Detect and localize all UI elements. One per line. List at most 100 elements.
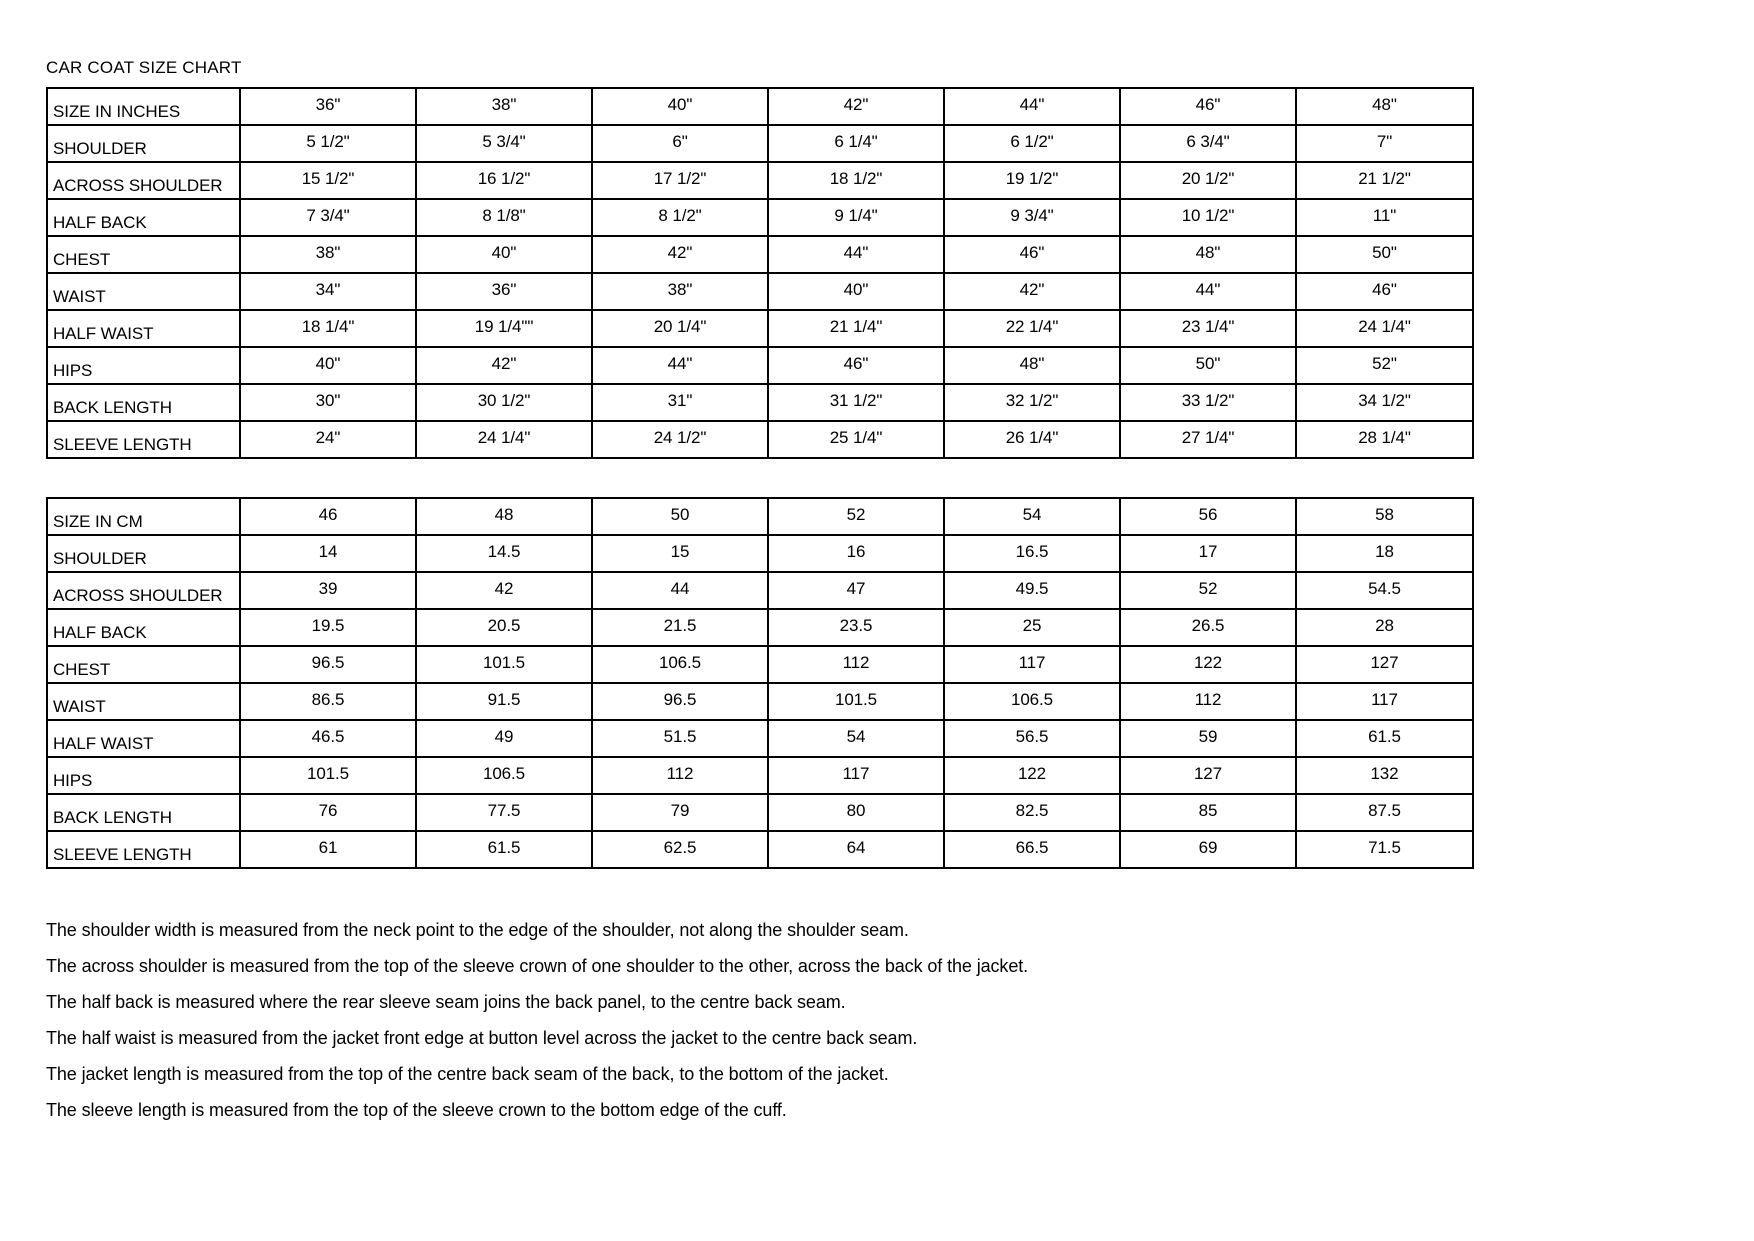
cell-value: 40" — [239, 346, 417, 385]
cell-value: 5 3/4" — [415, 124, 593, 163]
cell-value: 42" — [591, 235, 769, 274]
cell-value: 26.5 — [1119, 608, 1297, 647]
cell-value: 24 1/2" — [591, 420, 769, 459]
table-row: HIPS 40" 42" 44" 46" 48" 50" 52" — [46, 346, 1474, 385]
cell-value: 15 1/2" — [239, 161, 417, 200]
table-row: HALF BACK 7 3/4" 8 1/8" 8 1/2" 9 1/4" 9 3/4" 1… — [46, 198, 1474, 237]
cell-value: 8 1/2" — [591, 198, 769, 237]
cell-value: 58 — [1295, 497, 1474, 536]
cell-value: 61.5 — [1295, 719, 1474, 758]
cell-value: 112 — [767, 645, 945, 684]
cell-value: 10 1/2" — [1119, 198, 1297, 237]
table-header-row: SIZE IN CM 46 48 50 52 54 56 58 — [46, 497, 1474, 536]
row-label: SIZE IN INCHES — [46, 87, 241, 126]
cell-value: 77.5 — [415, 793, 593, 832]
cell-value: 34" — [239, 272, 417, 311]
cell-value: 101.5 — [767, 682, 945, 721]
cell-value: 11" — [1295, 198, 1474, 237]
cell-value: 101.5 — [239, 756, 417, 795]
cell-value: 5 1/2" — [239, 124, 417, 163]
cell-value: 46" — [1295, 272, 1474, 311]
row-label: CHEST — [46, 235, 241, 274]
cell-value: 96.5 — [591, 682, 769, 721]
table-row: CHEST 38" 40" 42" 44" 46" 48" 50" — [46, 235, 1474, 274]
cell-value: 42" — [415, 346, 593, 385]
cell-value: 61.5 — [415, 830, 593, 869]
cell-value: 117 — [767, 756, 945, 795]
cell-value: 16.5 — [943, 534, 1121, 573]
cell-value: 44" — [767, 235, 945, 274]
cell-value: 66.5 — [943, 830, 1121, 869]
cell-value: 122 — [1119, 645, 1297, 684]
cell-value: 7" — [1295, 124, 1474, 163]
table-row: ACROSS SHOULDER 15 1/2" 16 1/2" 17 1/2" 18 1… — [46, 161, 1474, 200]
cell-value: 19 1/4"" — [415, 309, 593, 348]
row-label: SLEEVE LENGTH — [46, 420, 241, 459]
cell-value: 28 1/4" — [1295, 420, 1474, 459]
cell-value: 6" — [591, 124, 769, 163]
row-label: SHOULDER — [46, 534, 241, 573]
cell-value: 117 — [943, 645, 1121, 684]
cell-value: 33 1/2" — [1119, 383, 1297, 422]
row-label: HIPS — [46, 346, 241, 385]
cell-value: 22 1/4" — [943, 309, 1121, 348]
cell-value: 86.5 — [239, 682, 417, 721]
cell-value: 52" — [1295, 346, 1474, 385]
table-row: WAIST 34" 36" 38" 40" 42" 44" 46" — [46, 272, 1474, 311]
cell-value: 39 — [239, 571, 417, 610]
row-label: HALF WAIST — [46, 719, 241, 758]
cell-value: 64 — [767, 830, 945, 869]
cell-value: 7 3/4" — [239, 198, 417, 237]
cell-value: 50" — [1119, 346, 1297, 385]
cell-value: 56.5 — [943, 719, 1121, 758]
cell-value: 127 — [1295, 645, 1474, 684]
cell-value: 96.5 — [239, 645, 417, 684]
table-row: ACROSS SHOULDER 39 42 44 47 49.5 52 54.5 — [46, 571, 1474, 610]
cell-value: 50 — [591, 497, 769, 536]
row-label: SLEEVE LENGTH — [46, 830, 241, 869]
cell-value: 112 — [591, 756, 769, 795]
cell-value: 9 1/4" — [767, 198, 945, 237]
cell-value: 122 — [943, 756, 1121, 795]
table-row: HIPS 101.5 106.5 112 117 122 127 132 — [46, 756, 1474, 795]
table-row: CHEST 96.5 101.5 106.5 112 117 122 127 — [46, 645, 1474, 684]
cell-value: 51.5 — [591, 719, 769, 758]
cell-value: 6 1/4" — [767, 124, 945, 163]
row-label: BACK LENGTH — [46, 383, 241, 422]
cell-value: 25 1/4" — [767, 420, 945, 459]
cell-value: 20 1/4" — [591, 309, 769, 348]
cell-value: 6 3/4" — [1119, 124, 1297, 163]
cell-value: 49 — [415, 719, 593, 758]
cell-value: 46" — [1119, 87, 1297, 126]
row-label: HIPS — [46, 756, 241, 795]
cell-value: 9 3/4" — [943, 198, 1121, 237]
cell-value: 46 — [239, 497, 417, 536]
cell-value: 28 — [1295, 608, 1474, 647]
cell-value: 54.5 — [1295, 571, 1474, 610]
cell-value: 19.5 — [239, 608, 417, 647]
cell-value: 36" — [415, 272, 593, 311]
cell-value: 48" — [943, 346, 1121, 385]
cell-value: 34 1/2" — [1295, 383, 1474, 422]
cell-value: 48 — [415, 497, 593, 536]
cell-value: 40" — [767, 272, 945, 311]
table-row: SLEEVE LENGTH 61 61.5 62.5 64 66.5 69 71.5 — [46, 830, 1474, 869]
cell-value: 48" — [1119, 235, 1297, 274]
row-label: ACROSS SHOULDER — [46, 571, 241, 610]
cell-value: 36" — [239, 87, 417, 126]
table-row: BACK LENGTH 30" 30 1/2" 31" 31 1/2" 32 1/2" 33… — [46, 383, 1474, 422]
cell-value: 44" — [591, 346, 769, 385]
cell-value: 44" — [943, 87, 1121, 126]
cell-value: 59 — [1119, 719, 1297, 758]
table-row: SHOULDER 14 14.5 15 16 16.5 17 18 — [46, 534, 1474, 573]
row-label: WAIST — [46, 272, 241, 311]
cell-value: 21 1/2" — [1295, 161, 1474, 200]
cell-value: 38" — [415, 87, 593, 126]
cell-value: 47 — [767, 571, 945, 610]
cell-value: 40" — [591, 87, 769, 126]
cell-value: 18 1/4" — [239, 309, 417, 348]
cell-value: 54 — [767, 719, 945, 758]
cell-value: 42" — [767, 87, 945, 126]
cell-value: 46" — [943, 235, 1121, 274]
cell-value: 44 — [591, 571, 769, 610]
